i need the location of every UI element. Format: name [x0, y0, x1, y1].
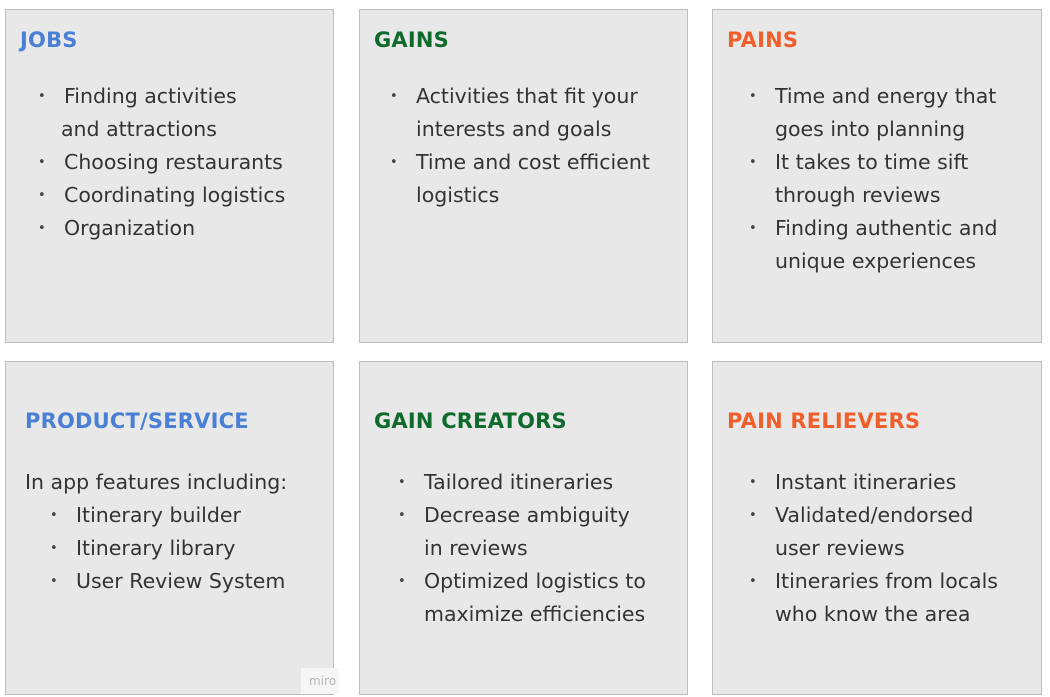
jobs-item: Organization [38, 212, 285, 245]
product-service-lead: In app features including: [25, 470, 288, 494]
gain-creators-item: Decrease ambiguity [398, 499, 646, 532]
pain-relievers-title: PAIN RELIEVERS [727, 409, 921, 433]
product-service-item: User Review System [50, 565, 285, 598]
pains-title: PAINS [727, 28, 799, 52]
pains-item-continuation: through reviews [775, 183, 941, 207]
gain-creators-item-continuation: in reviews [424, 536, 528, 560]
gains-item-continuation: interests and goals [416, 117, 612, 141]
gains-item-continuation: logistics [416, 183, 500, 207]
pains-card: PAINS Time and energy that goes into pla… [712, 9, 1042, 343]
pain-relievers-item-continuation: who know the area [775, 602, 971, 626]
gain-creators-list: Tailored itineraries Decrease ambiguity … [398, 466, 646, 631]
jobs-title: JOBS [20, 28, 78, 52]
pain-relievers-list: Instant itineraries Validated/endorsed u… [749, 466, 998, 631]
jobs-card: JOBS Finding activities and attractions … [5, 9, 334, 343]
pains-item: It takes to time sift [749, 146, 998, 179]
gain-creators-card: GAIN CREATORS Tailored itineraries Decre… [359, 361, 688, 695]
jobs-item: Finding activities [38, 80, 285, 113]
product-service-card: PRODUCT/SERVICE In app features includin… [5, 361, 334, 695]
pain-relievers-item: Itineraries from locals [749, 565, 998, 598]
pains-item: Finding authentic and [749, 212, 998, 245]
product-service-item: Itinerary builder [50, 499, 285, 532]
gain-creators-item-continuation: maximize efficiencies [424, 602, 646, 626]
gains-item: Time and cost efficient [390, 146, 650, 179]
pain-relievers-item-continuation: user reviews [775, 536, 905, 560]
pains-list: Time and energy that goes into planning … [749, 80, 998, 278]
jobs-item: Coordinating logistics [38, 179, 285, 212]
pains-item-continuation: goes into planning [775, 117, 966, 141]
gains-list: Activities that fit your interests and g… [390, 80, 650, 212]
gains-item: Activities that fit your [390, 80, 650, 113]
miro-watermark: miro [301, 668, 339, 694]
jobs-item-continuation: and attractions [61, 117, 217, 141]
gains-title: GAINS [374, 28, 450, 52]
jobs-item: Choosing restaurants [38, 146, 285, 179]
jobs-list: Finding activities and attractions Choos… [38, 80, 285, 245]
gain-creators-item: Optimized logistics to [398, 565, 646, 598]
pain-relievers-item: Instant itineraries [749, 466, 998, 499]
pains-item-continuation: unique experiences [775, 249, 977, 273]
gains-card: GAINS Activities that fit your interests… [359, 9, 688, 343]
gain-creators-title: GAIN CREATORS [374, 409, 567, 433]
pains-item: Time and energy that [749, 80, 998, 113]
gain-creators-item: Tailored itineraries [398, 466, 646, 499]
product-service-item: Itinerary library [50, 532, 285, 565]
pain-relievers-card: PAIN RELIEVERS Instant itineraries Valid… [712, 361, 1042, 695]
pain-relievers-item: Validated/endorsed [749, 499, 998, 532]
product-service-title: PRODUCT/SERVICE [25, 409, 249, 433]
product-service-list: Itinerary builder Itinerary library User… [50, 499, 285, 598]
